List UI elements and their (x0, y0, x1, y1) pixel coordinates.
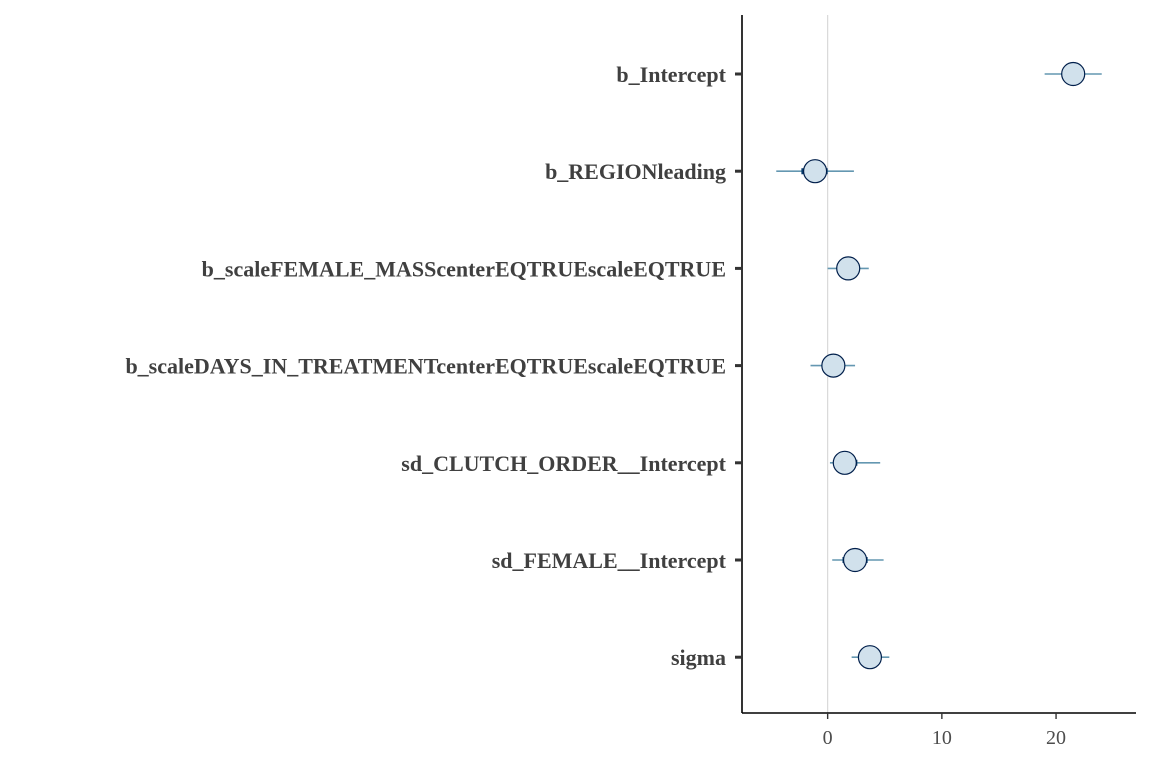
parameter-label: sd_FEMALE__Intercept (492, 548, 727, 573)
marks-layer (776, 61, 1102, 670)
point-estimate (836, 256, 861, 281)
axis-layer: 0 10 20 b_Intercept b_REGIONleading b_scaleFE… (125, 15, 1136, 749)
parameter-label: sd_CLUTCH_ORDER__Intercept (401, 451, 726, 476)
x-tick-label: 10 (932, 727, 952, 749)
point-estimate (832, 450, 857, 475)
point-estimate (857, 645, 883, 670)
x-tick-label: 20 (1046, 727, 1066, 749)
point-estimate (821, 353, 846, 378)
point-estimate (1061, 61, 1086, 87)
parameter-label: b_scaleDAYS_IN_TREATMENTcenterEQTRUEscal… (125, 354, 726, 379)
parameter-label: b_Intercept (616, 62, 726, 87)
parameter-label: sigma (671, 645, 726, 670)
point-estimate (802, 159, 828, 184)
parameter-label: b_scaleFEMALE_MASScenterEQTRUEscaleEQTRU… (202, 256, 726, 281)
x-tick-label: 0 (823, 727, 833, 749)
parameter-label: b_REGIONleading (545, 159, 726, 184)
point-estimate (842, 547, 868, 573)
